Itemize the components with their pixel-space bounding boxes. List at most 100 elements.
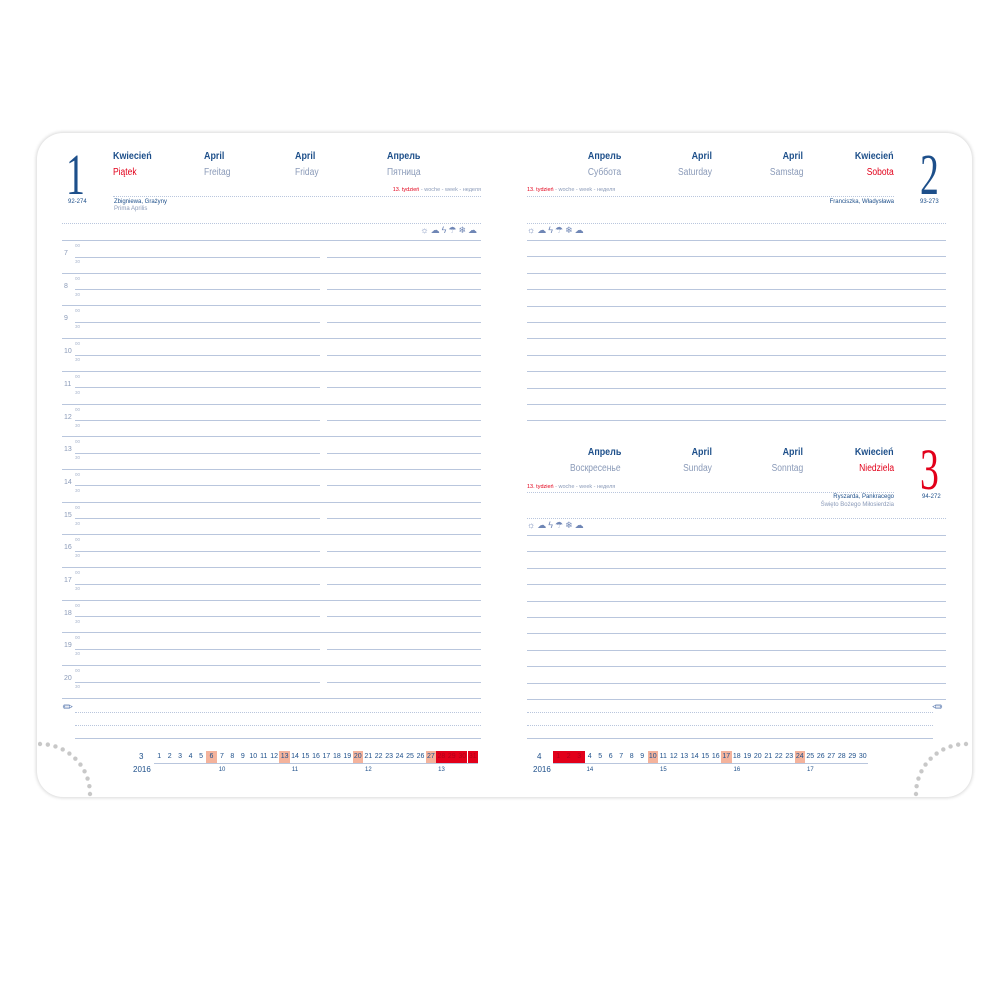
- calendar-day[interactable]: 18: [332, 753, 341, 760]
- calendar-day[interactable]: 14: [690, 753, 699, 760]
- half-hour-line[interactable]: [327, 420, 481, 421]
- lightning-icon[interactable]: ϟ: [548, 520, 556, 530]
- note-line[interactable]: [527, 617, 946, 618]
- hour-line[interactable]: [62, 599, 481, 601]
- calendar-day[interactable]: 7: [619, 753, 624, 760]
- calendar-day[interactable]: 5: [199, 753, 203, 760]
- calendar-day[interactable]: 2: [167, 753, 172, 760]
- hour-line[interactable]: [62, 632, 481, 634]
- half-hour-line[interactable]: [327, 289, 481, 291]
- notes-line[interactable]: [527, 738, 933, 739]
- calendar-day[interactable]: 24: [794, 751, 805, 763]
- snowflake-icon[interactable]: ❄: [458, 225, 468, 235]
- note-line[interactable]: [527, 551, 946, 553]
- half-hour-line[interactable]: [327, 321, 481, 323]
- snowflake-icon[interactable]: ❄: [565, 225, 575, 235]
- sun-icon[interactable]: ☼: [420, 225, 431, 235]
- half-hour-line[interactable]: [75, 485, 320, 487]
- sun-icon[interactable]: ☼: [527, 520, 538, 530]
- calendar-day[interactable]: 17: [721, 751, 732, 763]
- note-line[interactable]: [527, 305, 946, 307]
- calendar-day[interactable]: 28: [436, 751, 447, 763]
- half-hour-line[interactable]: [75, 256, 320, 258]
- calendar-day[interactable]: 8: [629, 753, 634, 760]
- storm-icon[interactable]: ☁: [574, 520, 586, 530]
- calendar-day[interactable]: 1: [553, 751, 564, 763]
- calendar-day[interactable]: 9: [240, 753, 245, 760]
- note-line[interactable]: [527, 682, 946, 684]
- half-hour-line[interactable]: [327, 550, 481, 552]
- hour-line[interactable]: [62, 567, 481, 568]
- note-line[interactable]: [527, 338, 946, 340]
- hour-line[interactable]: [62, 436, 481, 438]
- half-hour-line[interactable]: [327, 648, 481, 650]
- hour-line[interactable]: [62, 468, 481, 470]
- hour-line[interactable]: [62, 370, 481, 372]
- calendar-day[interactable]: 28: [837, 753, 846, 760]
- calendar-day[interactable]: 2: [563, 751, 574, 763]
- calendar-day[interactable]: 25: [406, 753, 414, 760]
- half-hour-line[interactable]: [75, 354, 320, 356]
- calendar-day[interactable]: 27: [425, 751, 437, 763]
- calendar-day[interactable]: 4: [188, 753, 193, 760]
- hour-line[interactable]: [62, 272, 481, 274]
- note-line[interactable]: [527, 633, 946, 635]
- note-line[interactable]: [527, 322, 946, 323]
- calendar-day[interactable]: 16: [711, 753, 720, 760]
- calendar-day[interactable]: 13: [279, 751, 290, 763]
- calendar-day[interactable]: 10: [647, 751, 658, 763]
- hour-line[interactable]: [62, 697, 481, 699]
- half-hour-line[interactable]: [327, 387, 481, 389]
- note-line[interactable]: [527, 272, 946, 274]
- calendar-day[interactable]: 30: [858, 753, 867, 760]
- calendar-day[interactable]: 22: [774, 753, 783, 760]
- hour-line[interactable]: [62, 403, 481, 405]
- calendar-day[interactable]: 14: [291, 753, 299, 760]
- note-line[interactable]: [527, 289, 946, 291]
- calendar-day[interactable]: 10: [249, 753, 258, 760]
- note-line[interactable]: [527, 404, 946, 405]
- calendar-day[interactable]: 13: [680, 753, 689, 760]
- half-hour-line[interactable]: [75, 321, 320, 323]
- calendar-day[interactable]: 23: [785, 753, 794, 760]
- note-line[interactable]: [527, 649, 946, 651]
- snowflake-icon[interactable]: ❄: [565, 520, 575, 530]
- half-hour-line[interactable]: [75, 648, 320, 650]
- calendar-day[interactable]: 6: [206, 751, 217, 763]
- calendar-day[interactable]: 12: [669, 753, 678, 760]
- half-hour-line[interactable]: [327, 452, 481, 454]
- calendar-day[interactable]: 21: [764, 753, 773, 760]
- half-hour-line[interactable]: [327, 354, 481, 356]
- calendar-day[interactable]: 3: [178, 753, 183, 760]
- note-line[interactable]: [527, 371, 946, 373]
- calendar-day[interactable]: 23: [385, 753, 393, 760]
- calendar-day[interactable]: 15: [301, 753, 310, 760]
- calendar-day[interactable]: 15: [701, 753, 710, 760]
- calendar-day[interactable]: 30: [457, 751, 468, 763]
- partly-cloudy-icon[interactable]: ☁: [537, 520, 549, 530]
- partly-cloudy-icon[interactable]: ☁: [430, 225, 442, 235]
- calendar-day[interactable]: 19: [743, 753, 752, 760]
- lightning-icon[interactable]: ϟ: [441, 225, 449, 235]
- half-hour-line[interactable]: [75, 583, 320, 585]
- calendar-day[interactable]: 8: [230, 753, 235, 760]
- half-hour-line[interactable]: [75, 420, 320, 421]
- half-hour-line[interactable]: [75, 452, 320, 454]
- hour-line[interactable]: [62, 305, 481, 307]
- calendar-day[interactable]: 20: [753, 753, 762, 760]
- calendar-day[interactable]: 1: [157, 753, 162, 760]
- lightning-icon[interactable]: ϟ: [548, 225, 556, 235]
- calendar-day[interactable]: 21: [364, 753, 373, 760]
- calendar-day[interactable]: 7: [219, 753, 224, 760]
- calendar-day[interactable]: 29: [848, 753, 857, 760]
- notes-line[interactable]: [527, 712, 933, 713]
- rain-icon[interactable]: ☂: [555, 520, 566, 530]
- partly-cloudy-icon[interactable]: ☁: [537, 225, 549, 235]
- hour-line[interactable]: [62, 665, 481, 667]
- calendar-day[interactable]: 25: [806, 753, 815, 760]
- hour-line[interactable]: [62, 534, 481, 536]
- calendar-day[interactable]: 19: [343, 753, 352, 760]
- hour-line[interactable]: [62, 338, 481, 340]
- note-line[interactable]: [527, 354, 946, 356]
- half-hour-line[interactable]: [327, 485, 481, 487]
